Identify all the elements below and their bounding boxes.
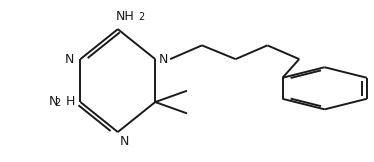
Text: N: N [159,53,168,66]
Text: N: N [49,95,58,108]
Text: H: H [65,95,75,108]
Text: 2: 2 [54,98,61,108]
Text: N: N [64,53,74,66]
Text: NH: NH [116,10,135,23]
Text: 2: 2 [138,12,145,22]
Text: N: N [120,135,129,148]
